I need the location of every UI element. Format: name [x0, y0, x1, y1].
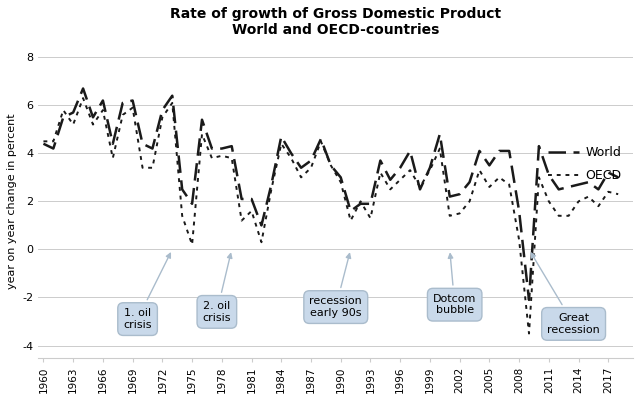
- Legend: World, OECD: World, OECD: [543, 141, 627, 187]
- OECD: [109, 156, 116, 160]
- OECD: [525, 331, 533, 336]
- World: [525, 298, 533, 302]
- Text: 2. oil
crisis: 2. oil crisis: [203, 254, 232, 323]
- World: [60, 115, 67, 120]
- World: [139, 141, 147, 146]
- World: [466, 180, 474, 184]
- OECD: [79, 96, 87, 100]
- OECD: [60, 108, 67, 112]
- OECD: [466, 199, 474, 204]
- World: [40, 141, 47, 146]
- World: [198, 117, 206, 122]
- Line: OECD: OECD: [44, 98, 618, 334]
- Text: Dotcom
bubble: Dotcom bubble: [433, 254, 476, 316]
- World: [614, 175, 622, 180]
- Title: Rate of growth of Gross Domestic Product
World and OECD-countries: Rate of growth of Gross Domestic Product…: [170, 7, 501, 37]
- OECD: [614, 192, 622, 196]
- Text: 1. oil
crisis: 1. oil crisis: [124, 253, 170, 330]
- World: [347, 209, 355, 214]
- Text: Great
recession: Great recession: [531, 253, 600, 335]
- World: [79, 86, 87, 91]
- OECD: [198, 132, 206, 136]
- World: [109, 141, 116, 146]
- OECD: [139, 165, 147, 170]
- OECD: [347, 218, 355, 223]
- Line: World: World: [44, 88, 618, 300]
- Text: recession
early 90s: recession early 90s: [309, 254, 362, 318]
- OECD: [40, 139, 47, 144]
- Y-axis label: year on year change in percent: year on year change in percent: [7, 114, 17, 289]
